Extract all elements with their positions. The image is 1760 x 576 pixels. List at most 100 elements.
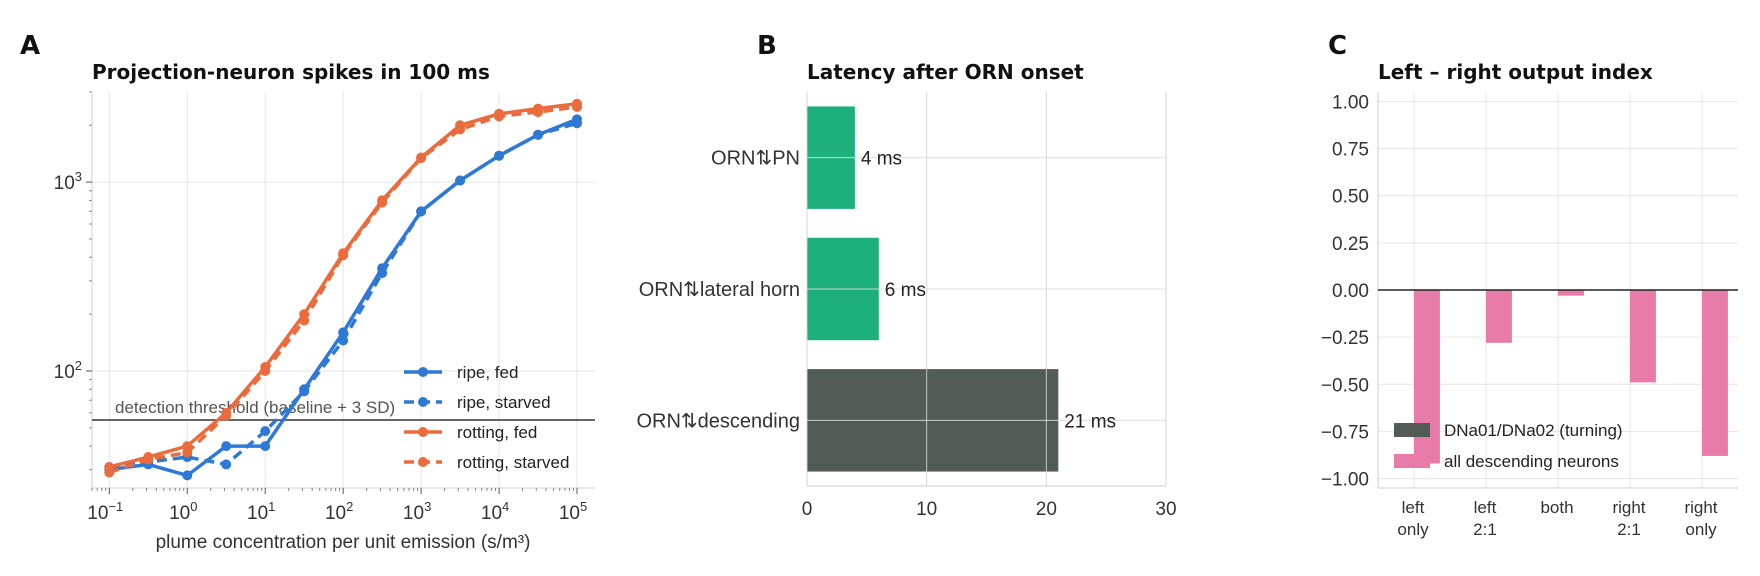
c-category-line: left (1474, 498, 1497, 517)
a-y-tick-label: 103 (54, 169, 82, 194)
panel-c-ticks: 1.00 0.75 0.50 0.25 0.00 −0.25 −0.50 −0.75 −1.00… (1321, 92, 1718, 539)
series-3-point (572, 101, 583, 112)
panel-letter-b: B (757, 31, 777, 61)
panel-a-legend: ripe, fed ripe, starved rotting, fed rottin… (404, 363, 569, 472)
panel-b: B Latency after ORN onset 0 10 20 30 ORN⇅PN… (636, 31, 1176, 520)
panel-a-x-label: plume concentration per unit emission (s… (156, 532, 531, 553)
c-category-label-1: left 2:1 (1473, 498, 1497, 539)
panel-a-series (104, 98, 583, 481)
c-category-label-2: both (1540, 498, 1573, 517)
c-bar-s1-3 (1630, 290, 1656, 383)
a-x-tick-label-base: 10 (87, 503, 108, 524)
b-category-label-1: ORN⇅lateral horn (639, 279, 800, 301)
b-category-label-2: ORN⇅descending (636, 410, 800, 432)
a-y-tick-label-exp: 3 (75, 169, 82, 184)
a-x-tick-label: 103 (403, 499, 431, 524)
series-3-point (533, 107, 544, 118)
c-category-line: left (1402, 498, 1425, 517)
b-x-tick-label: 0 (802, 499, 813, 520)
b-value-label-2: 21 ms (1064, 411, 1116, 432)
series-3-point (182, 447, 193, 458)
a-x-tick-label-exp: 3 (424, 499, 431, 514)
legend-label-3: rotting, starved (457, 453, 569, 472)
c-legend-swatch-0 (1394, 423, 1430, 437)
b-x-tick-label: 10 (916, 499, 937, 520)
b-value-label-0: 4 ms (861, 149, 902, 170)
c-bar-s1-2 (1558, 290, 1584, 296)
c-y-tick-label: 0.75 (1332, 140, 1369, 161)
legend-marker-2 (418, 427, 428, 437)
a-x-tick-label-exp: 2 (346, 499, 353, 514)
c-category-label-4: right only (1684, 498, 1717, 539)
series-0-point (260, 441, 271, 452)
series-0-point (221, 441, 232, 452)
c-category-line: 2:1 (1473, 520, 1497, 539)
panel-c-title: Left – right output index (1378, 60, 1653, 84)
legend-label-1: ripe, starved (457, 393, 551, 412)
threshold-label: detection threshold (baseline + 3 SD) (115, 398, 395, 417)
c-y-tick-label: 1.00 (1332, 92, 1369, 113)
series-1-point (455, 175, 466, 186)
c-bar-s1-4 (1702, 290, 1728, 456)
panel-c-bars (1414, 290, 1728, 464)
b-x-tick-label: 30 (1155, 499, 1176, 520)
series-3-point (260, 365, 271, 376)
a-x-tick-label-base: 10 (247, 503, 268, 524)
a-y-tick-label-exp: 2 (75, 358, 82, 373)
c-y-tick-label: −0.75 (1321, 422, 1369, 443)
a-x-tick-label: 102 (325, 499, 353, 524)
panel-b-labels: ORN⇅PN 4 ms ORN⇅lateral horn 6 ms ORN⇅descen… (636, 148, 1116, 433)
a-x-tick-label-base: 10 (481, 503, 502, 524)
c-y-tick-label: 0.25 (1332, 234, 1369, 255)
a-x-tick-label-exp: 4 (502, 499, 509, 514)
a-x-tick-label-base: 10 (559, 503, 580, 524)
legend-marker-3 (418, 457, 428, 467)
c-y-tick-label: −1.00 (1321, 470, 1369, 491)
c-y-tick-label: −0.50 (1321, 375, 1369, 396)
b-value-label-1: 6 ms (885, 280, 926, 301)
panel-c-legend: DNa01/DNa02 (turning) all descending neur… (1394, 421, 1623, 471)
panel-b-grid (806, 92, 1167, 486)
series-1-point (572, 118, 583, 129)
series-1-point (416, 206, 427, 217)
a-y-tick-label-base: 10 (54, 362, 75, 383)
series-1-point (533, 129, 544, 140)
a-x-tick-label: 10−1 (87, 499, 123, 524)
a-y-tick-label: 102 (54, 358, 82, 383)
c-category-line: right (1684, 498, 1717, 517)
a-x-tick-label-base: 10 (325, 503, 346, 524)
panel-b-title: Latency after ORN onset (807, 60, 1084, 84)
a-x-tick-label-exp: 0 (190, 499, 197, 514)
panel-c: C Left – right output index 1.00 0.75 0.50… (1321, 31, 1738, 539)
panel-b-ticks: 0 10 20 30 (802, 499, 1177, 520)
c-bar-s1-0 (1414, 290, 1440, 464)
c-category-line: 2:1 (1617, 520, 1641, 539)
c-category-line: only (1685, 520, 1717, 539)
a-x-tick-label-exp: 5 (580, 499, 587, 514)
series-1-point (494, 150, 505, 161)
series-3-point (221, 410, 232, 421)
a-x-tick-label-exp: 1 (268, 499, 275, 514)
c-legend-swatch-1 (1394, 454, 1430, 468)
series-3-point (104, 467, 115, 478)
c-category-label-0: left only (1397, 498, 1429, 539)
series-1-point (338, 335, 349, 346)
c-y-tick-label: 0.00 (1332, 281, 1369, 302)
series-3-point (377, 197, 388, 208)
series-3-point (299, 315, 310, 326)
series-3-point (416, 153, 427, 164)
series-3-point (494, 111, 505, 122)
series-1-point (299, 386, 310, 397)
c-legend-label-1: all descending neurons (1444, 452, 1619, 471)
c-legend-label-0: DNa01/DNa02 (turning) (1444, 421, 1623, 440)
series-1-point (377, 268, 388, 279)
c-category-line: only (1397, 520, 1429, 539)
panel-letter-c: C (1328, 31, 1347, 61)
threshold-line-group: detection threshold (baseline + 3 SD) (92, 398, 595, 421)
c-y-tick-label: 0.50 (1332, 187, 1369, 208)
a-y-tick-label-base: 10 (54, 173, 75, 194)
legend-marker-0 (418, 367, 428, 377)
panel-letter-a: A (20, 31, 40, 61)
a-x-tick-label: 100 (169, 499, 197, 524)
